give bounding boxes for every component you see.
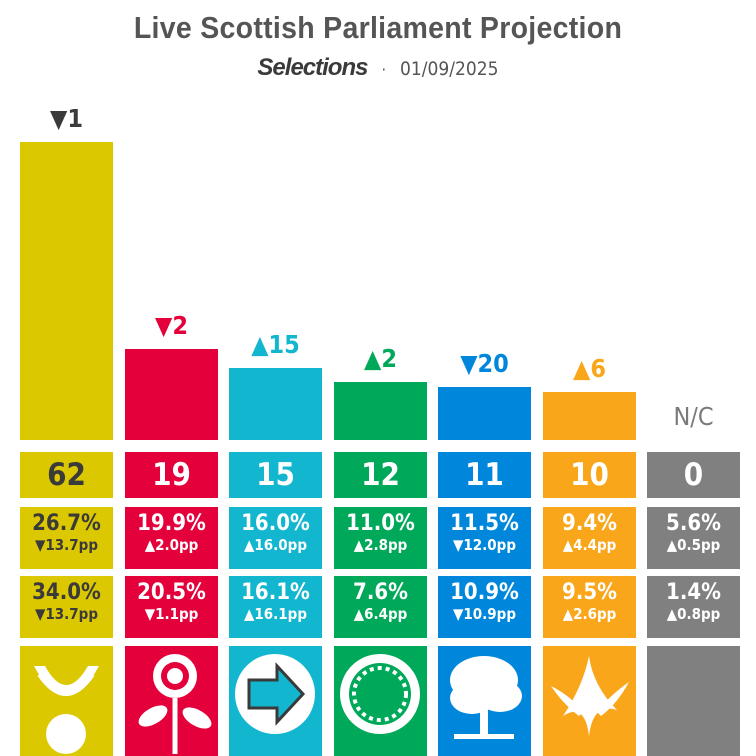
seats-labour: 19 [125, 452, 218, 498]
bar-scottish-greens [334, 382, 427, 440]
constituency-share-change: ▼12.0pp [453, 536, 516, 554]
constituency-share-scottish-greens: 11.0% ▲2.8pp [334, 507, 427, 569]
constituency-share-change: ▲2.8pp [353, 536, 408, 554]
constituency-share-value: 11.5% [450, 511, 519, 536]
reform-arrow-icon [229, 646, 322, 756]
constituency-share-liberal-democrats: 9.4% ▲4.4pp [543, 507, 636, 569]
brand-logo: Selections [257, 54, 368, 81]
constituency-share-change: ▲4.4pp [562, 536, 617, 554]
labour-rose-icon [125, 646, 218, 756]
constituency-share-value: 5.6% [666, 511, 721, 536]
constituency-share-conservative: 11.5% ▼12.0pp [438, 507, 531, 569]
seat-change-snp: ▼1 [50, 104, 83, 133]
seats-liberal-democrats: 10 [543, 452, 636, 498]
seat-change-reform-uk: ▲15 [251, 330, 300, 359]
seat-change-n-c: N/C [673, 402, 714, 431]
constituency-share-value: 16.0% [241, 511, 310, 536]
bar-labour [125, 349, 218, 440]
separator-dot: · [381, 60, 387, 79]
bar-snp [20, 142, 113, 440]
chart-subtitle: Selections · 01/09/2025 [0, 54, 756, 82]
bar-liberal-democrats [543, 392, 636, 440]
projection-date: 01/09/2025 [400, 58, 499, 80]
list-share-change: ▼1.1pp [144, 605, 199, 623]
bar-conservative [438, 387, 531, 440]
constituency-share-reform-uk: 16.0% ▲16.0pp [229, 507, 322, 569]
constituency-share-change: ▲16.0pp [244, 536, 307, 554]
seats-reform-uk: 15 [229, 452, 322, 498]
list-share-scottish-greens: 7.6% ▲6.4pp [334, 576, 427, 638]
list-share-conservative: 10.9% ▼10.9pp [438, 576, 531, 638]
green-sun-icon [334, 646, 427, 756]
logo-placeholder-n-c [647, 646, 740, 756]
constituency-share-change: ▲2.0pp [144, 536, 199, 554]
libdem-bird-icon [543, 646, 636, 756]
constituency-share-value: 26.7% [32, 511, 101, 536]
list-share-change: ▼13.7pp [35, 605, 98, 623]
seats-n-c: 0 [647, 452, 740, 498]
seat-change-liberal-democrats: ▲6 [573, 354, 606, 383]
constituency-share-labour: 19.9% ▲2.0pp [125, 507, 218, 569]
constituency-share-value: 19.9% [137, 511, 206, 536]
constituency-share-snp: 26.7% ▼13.7pp [20, 507, 113, 569]
list-share-value: 20.5% [137, 580, 206, 605]
list-share-snp: 34.0% ▼13.7pp [20, 576, 113, 638]
list-share-value: 34.0% [32, 580, 101, 605]
list-share-value: 1.4% [666, 580, 721, 605]
bar-reform-uk [229, 368, 322, 440]
list-share-n-c: 1.4% ▲0.8pp [647, 576, 740, 638]
chart-title: Live Scottish Parliament Projection [133, 10, 623, 45]
seats-scottish-greens: 12 [334, 452, 427, 498]
list-share-value: 10.9% [450, 580, 519, 605]
list-share-change: ▲16.1pp [244, 605, 307, 623]
list-share-value: 7.6% [353, 580, 408, 605]
seats-conservative: 11 [438, 452, 531, 498]
list-share-change: ▲0.8pp [666, 605, 721, 623]
constituency-share-value: 9.4% [562, 511, 617, 536]
seat-change-labour: ▼2 [155, 311, 188, 340]
snp-logo-icon [20, 646, 113, 756]
list-share-reform-uk: 16.1% ▲16.1pp [229, 576, 322, 638]
list-share-value: 16.1% [241, 580, 310, 605]
list-share-value: 9.5% [562, 580, 617, 605]
list-share-change: ▲6.4pp [353, 605, 408, 623]
conservative-tree-icon [438, 646, 531, 756]
list-share-change: ▲2.6pp [562, 605, 617, 623]
list-share-change: ▼10.9pp [453, 605, 516, 623]
constituency-share-n-c: 5.6% ▲0.5pp [647, 507, 740, 569]
constituency-share-change: ▲0.5pp [666, 536, 721, 554]
seat-change-conservative: ▼20 [460, 349, 509, 378]
seats-snp: 62 [20, 452, 113, 498]
constituency-share-value: 11.0% [346, 511, 415, 536]
seat-change-scottish-greens: ▲2 [364, 344, 397, 373]
list-share-liberal-democrats: 9.5% ▲2.6pp [543, 576, 636, 638]
constituency-share-change: ▼13.7pp [35, 536, 98, 554]
list-share-labour: 20.5% ▼1.1pp [125, 576, 218, 638]
